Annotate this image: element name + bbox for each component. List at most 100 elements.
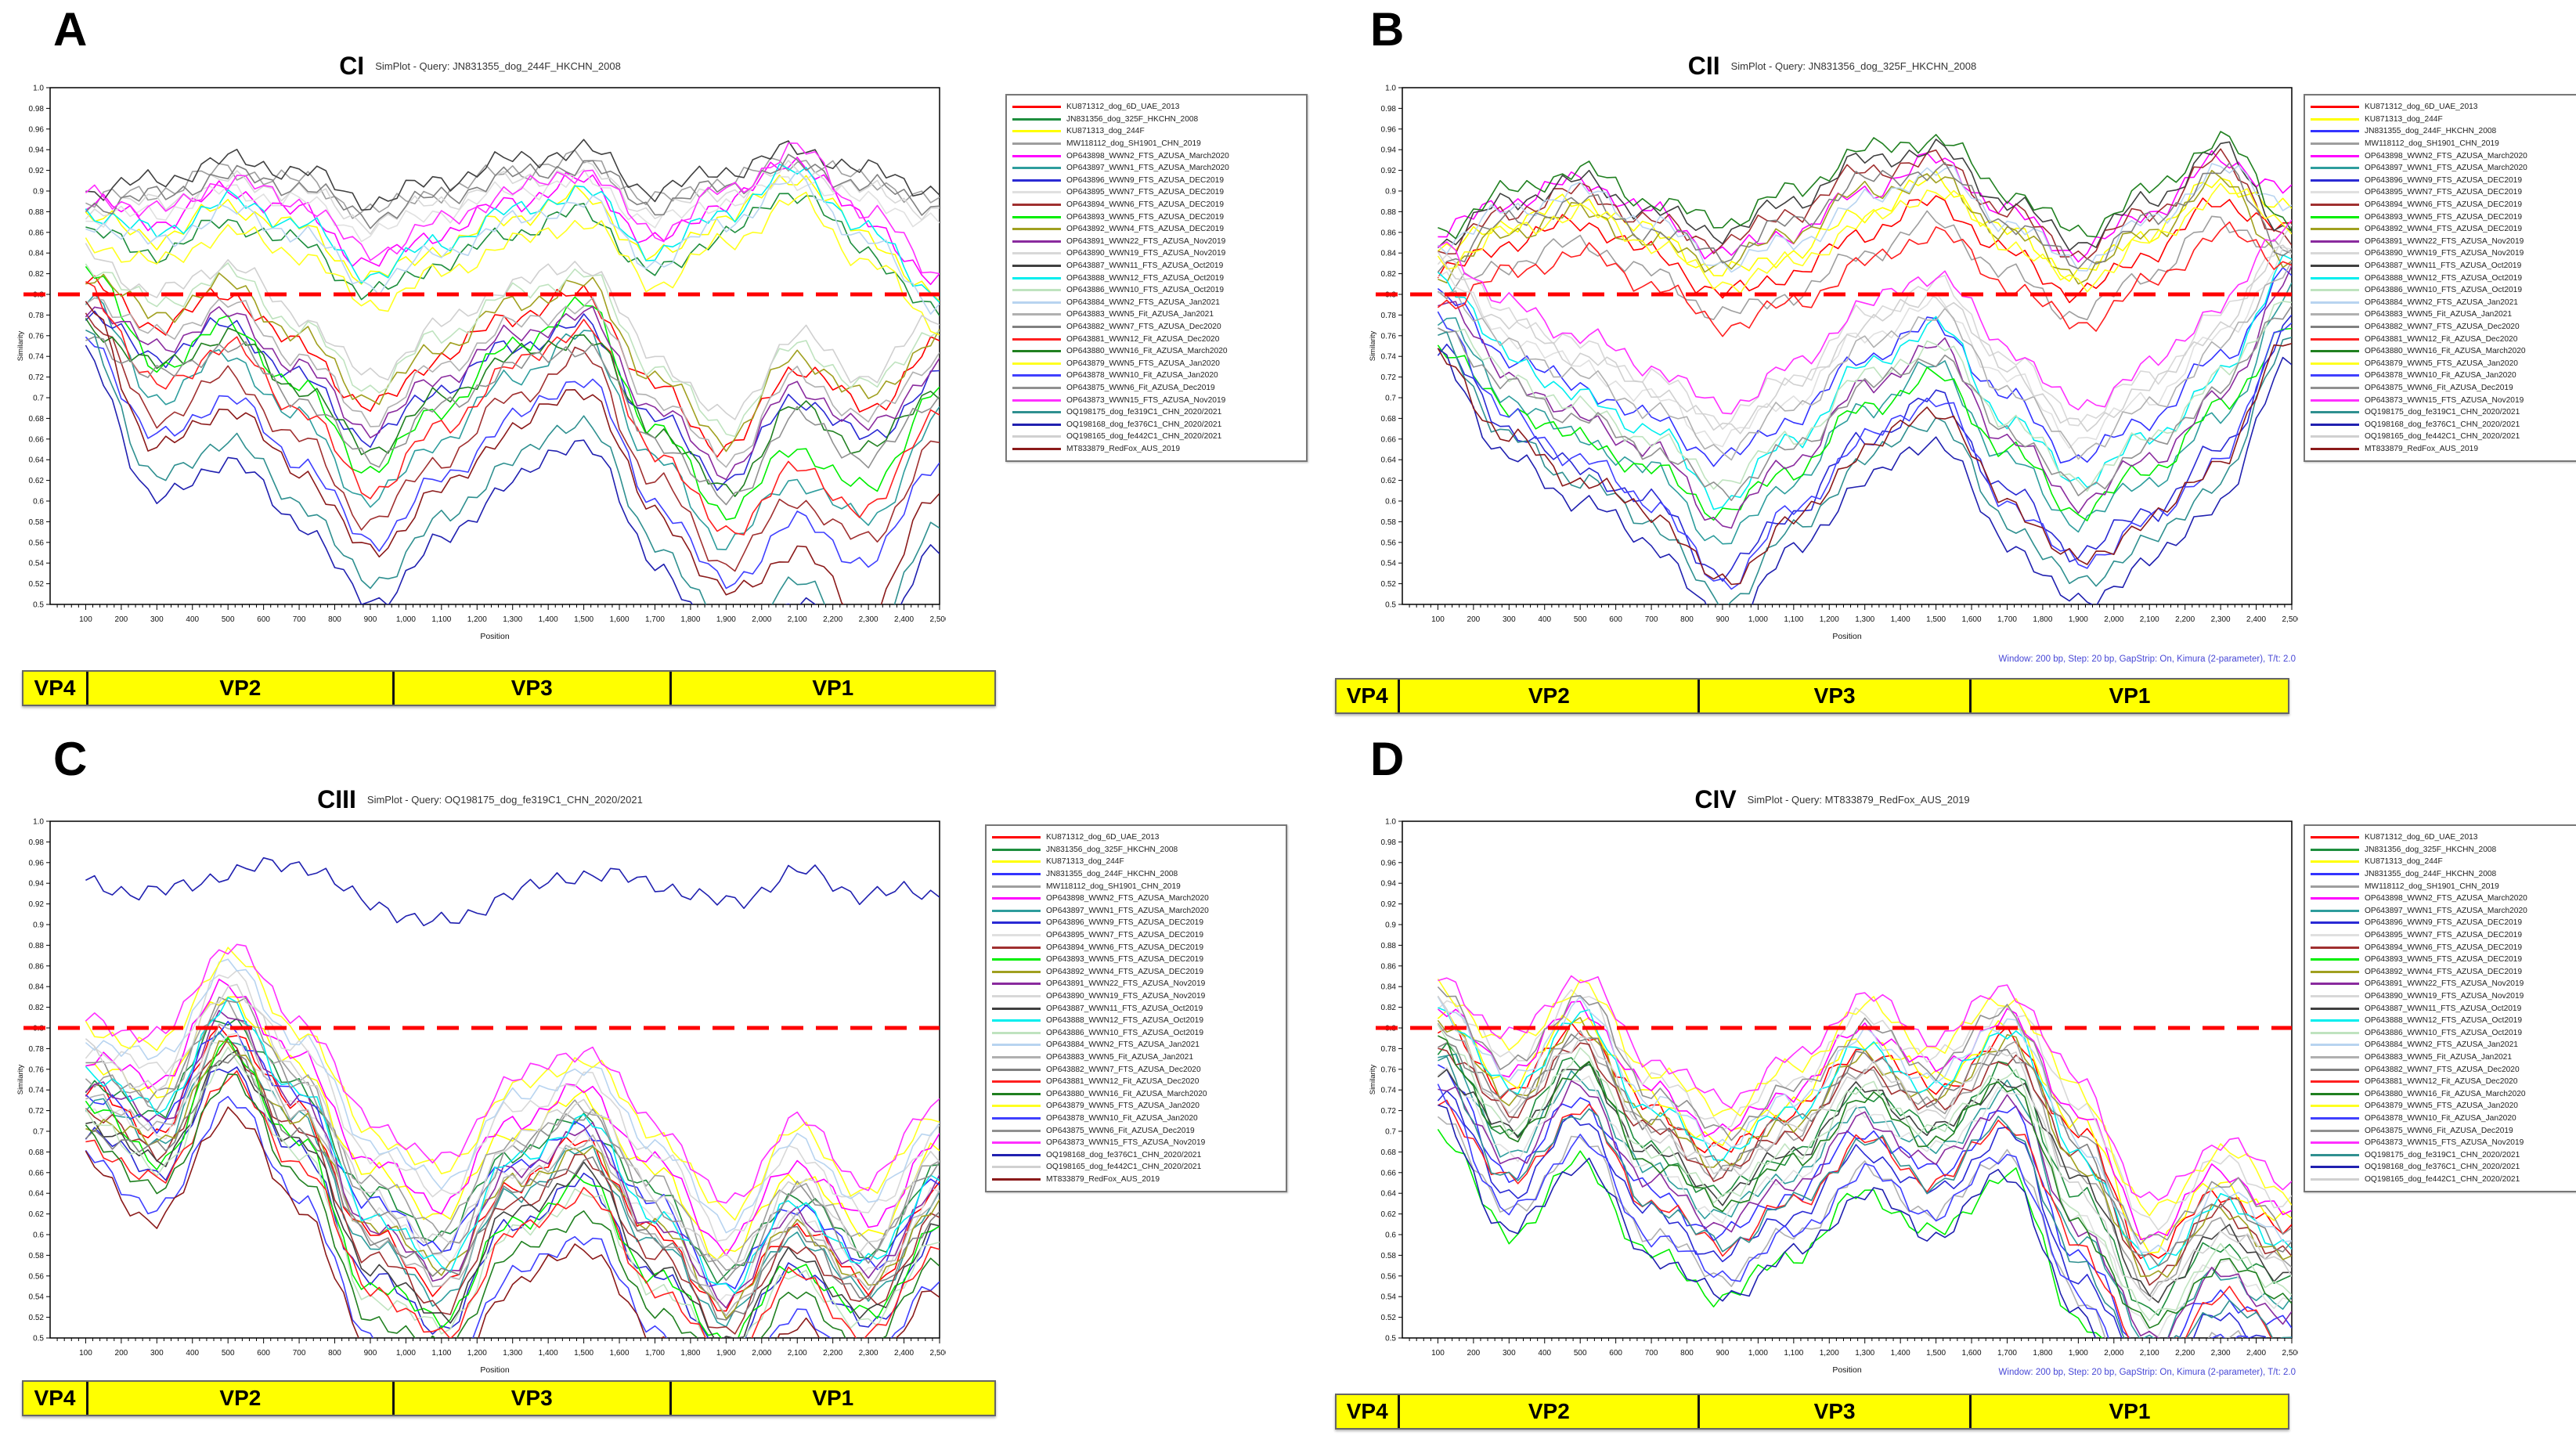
vp-segment-label: VP3 <box>1813 1399 1856 1423</box>
plot-title-query: SimPlot - Query: JN831356_dog_325F_HKCHN… <box>1730 60 1977 72</box>
legend-line-swatch <box>2311 215 2359 218</box>
svg-text:0.6: 0.6 <box>1385 498 1396 507</box>
svg-text:0.92: 0.92 <box>29 900 45 909</box>
legend-line-swatch <box>2311 386 2359 389</box>
legend-line-swatch <box>992 1166 1041 1169</box>
svg-text:1,100: 1,100 <box>431 615 451 624</box>
svg-text:900: 900 <box>1716 615 1730 624</box>
legend-label: OP643881_WWN12_Fit_AZUSA_Dec2020 <box>1066 334 1220 344</box>
svg-text:0.68: 0.68 <box>1381 1149 1397 1157</box>
svg-text:0.58: 0.58 <box>1381 1252 1397 1260</box>
svg-text:0.72: 0.72 <box>29 373 45 382</box>
svg-text:2,100: 2,100 <box>2140 1349 2159 1358</box>
legend-line-swatch <box>992 1019 1041 1022</box>
svg-text:0.56: 0.56 <box>29 539 45 547</box>
legend-label: MW118112_dog_SH1901_CHN_2019 <box>2365 139 2499 149</box>
legend-line-swatch <box>992 860 1041 864</box>
svg-text:600: 600 <box>257 1349 270 1358</box>
svg-text:0.74: 0.74 <box>1381 353 1397 362</box>
legend-line-swatch <box>2311 411 2359 414</box>
legend-item: OP643883_WWN5_Fit_AZUSA_Jan2021 <box>2311 1051 2576 1064</box>
legend-line-swatch <box>2311 1177 2359 1181</box>
legend-label: OP643896_WWN9_FTS_AZUSA_DEC2019 <box>2365 175 2523 185</box>
legend-item: OP643882_WWN7_FTS_AZUSA_Dec2020 <box>992 1063 1279 1076</box>
legend-line-swatch <box>2311 204 2359 207</box>
svg-text:500: 500 <box>1574 1349 1587 1358</box>
legend-line-swatch <box>2311 909 2359 912</box>
legend-line-swatch <box>1012 313 1061 316</box>
legend-item: OP643883_WWN5_Fit_AZUSA_Jan2021 <box>2311 308 2576 321</box>
legend-label: OP643875_WWN6_Fit_AZUSA_Dec2019 <box>1046 1126 1195 1135</box>
svg-text:200: 200 <box>1467 615 1481 624</box>
svg-text:0.76: 0.76 <box>29 332 45 341</box>
legend-item: OQ198165_dog_fe442C1_CHN_2020/2021 <box>2311 431 2576 443</box>
legend-item: OP643873_WWN15_FTS_AZUSA_Nov2019 <box>2311 1137 2576 1149</box>
legend-label: OP643891_WWN22_FTS_AZUSA_Nov2019 <box>2365 979 2524 989</box>
legend-item: OP643897_WWN1_FTS_AZUSA_March2020 <box>1012 162 1299 175</box>
legend-label: OP643888_WWN12_FTS_AZUSA_Oct2019 <box>2365 1016 2523 1026</box>
svg-text:1,700: 1,700 <box>1997 1349 2017 1358</box>
legend-line-swatch <box>1012 337 1061 341</box>
vp-segment-label: VP3 <box>511 676 553 700</box>
svg-text:2,400: 2,400 <box>2246 615 2266 624</box>
legend-item: OP643880_WWN16_Fit_AZUSA_March2020 <box>1012 345 1299 358</box>
legend-line-swatch <box>2311 1105 2359 1108</box>
legend-label: OQ198168_dog_fe376C1_CHN_2020/2021 <box>1046 1150 1202 1159</box>
legend-item: OP643893_WWN5_FTS_AZUSA_DEC2019 <box>2311 211 2576 223</box>
legend-label: OQ198165_dog_fe442C1_CHN_2020/2021 <box>2365 432 2520 442</box>
legend-item: OP643875_WWN6_Fit_AZUSA_Dec2019 <box>2311 1124 2576 1137</box>
legend-label: OQ198168_dog_fe376C1_CHN_2020/2021 <box>2365 420 2520 429</box>
vp-segment-vp2: VP2 <box>88 1382 395 1415</box>
svg-text:0.86: 0.86 <box>29 229 45 237</box>
legend-item: OP643878_WWN10_Fit_AZUSA_Jan2020 <box>1012 370 1299 382</box>
legend-item: OP643884_WWN2_FTS_AZUSA_Jan2021 <box>2311 297 2576 309</box>
svg-text:2,300: 2,300 <box>2211 615 2231 624</box>
legend-item: OP643891_WWN22_FTS_AZUSA_Nov2019 <box>2311 978 2576 990</box>
legend-item: OQ198175_dog_fe319C1_CHN_2020/2021 <box>2311 1149 2576 1161</box>
svg-text:0.98: 0.98 <box>1381 838 1397 847</box>
legend-item: OP643893_WWN5_FTS_AZUSA_DEC2019 <box>2311 954 2576 966</box>
legend-line-swatch <box>2311 313 2359 316</box>
legend-line-swatch <box>2311 130 2359 133</box>
svg-text:Position: Position <box>480 632 510 641</box>
svg-text:0.66: 0.66 <box>29 435 45 444</box>
legend-label: OP643879_WWN5_FTS_AZUSA_Jan2020 <box>1046 1102 1200 1111</box>
legend-label: OP643892_WWN4_FTS_AZUSA_DEC2019 <box>1066 225 1225 234</box>
svg-text:200: 200 <box>115 615 128 624</box>
svg-text:700: 700 <box>293 615 306 624</box>
vp-segment-label: VP4 <box>34 1386 76 1410</box>
legend-item: MT833879_RedFox_AUS_2019 <box>2311 443 2576 456</box>
svg-text:0.86: 0.86 <box>1381 229 1397 237</box>
vp-segment-vp1: VP1 <box>671 1382 994 1415</box>
svg-text:0.68: 0.68 <box>1381 415 1397 424</box>
svg-text:600: 600 <box>257 615 270 624</box>
legend-line-swatch <box>992 909 1041 912</box>
legend-label: OQ198175_dog_fe319C1_CHN_2020/2021 <box>2365 1150 2520 1159</box>
legend-label: KU871313_dog_244F <box>1066 127 1145 136</box>
legend-line-swatch <box>1012 398 1061 402</box>
svg-text:1,500: 1,500 <box>574 1349 593 1358</box>
legend-label: OP643890_WWN19_FTS_AZUSA_Nov2019 <box>2365 992 2524 1001</box>
vp-segment-vp2: VP2 <box>1400 680 1701 712</box>
legend-label: MT833879_RedFox_AUS_2019 <box>1046 1174 1160 1184</box>
legend-item: OP643880_WWN16_Fit_AZUSA_March2020 <box>2311 1087 2576 1100</box>
svg-text:0.6: 0.6 <box>1385 1231 1396 1240</box>
legend-item: JN831355_dog_244F_HKCHN_2008 <box>2311 868 2576 881</box>
legend-item: MT833879_RedFox_AUS_2019 <box>1012 443 1299 456</box>
window-settings-note: Window: 200 bp, Step: 20 bp, GapStrip: O… <box>1998 1368 2296 1377</box>
legend-item: OP643881_WWN12_Fit_AZUSA_Dec2020 <box>992 1076 1279 1088</box>
svg-text:0.96: 0.96 <box>1381 125 1397 134</box>
svg-text:2,400: 2,400 <box>894 1349 914 1358</box>
legend-line-swatch <box>992 970 1041 973</box>
legend-line-swatch <box>2311 154 2359 157</box>
legend-label: MT833879_RedFox_AUS_2019 <box>2365 444 2478 453</box>
legend-item: OP643887_WWN11_FTS_AZUSA_Oct2019 <box>2311 260 2576 272</box>
legend-item: KU871313_dog_244F <box>2311 114 2576 126</box>
svg-text:2,500: 2,500 <box>2282 1349 2298 1358</box>
legend-line-swatch <box>992 958 1041 961</box>
svg-text:2,200: 2,200 <box>2175 1349 2195 1358</box>
legend-item: OQ198165_dog_fe442C1_CHN_2020/2021 <box>1012 431 1299 443</box>
legend-item: KU871312_dog_6D_UAE_2013 <box>1012 101 1299 114</box>
legend-label: OP643897_WWN1_FTS_AZUSA_March2020 <box>2365 164 2527 173</box>
legend-item: KU871312_dog_6D_UAE_2013 <box>2311 831 2576 844</box>
